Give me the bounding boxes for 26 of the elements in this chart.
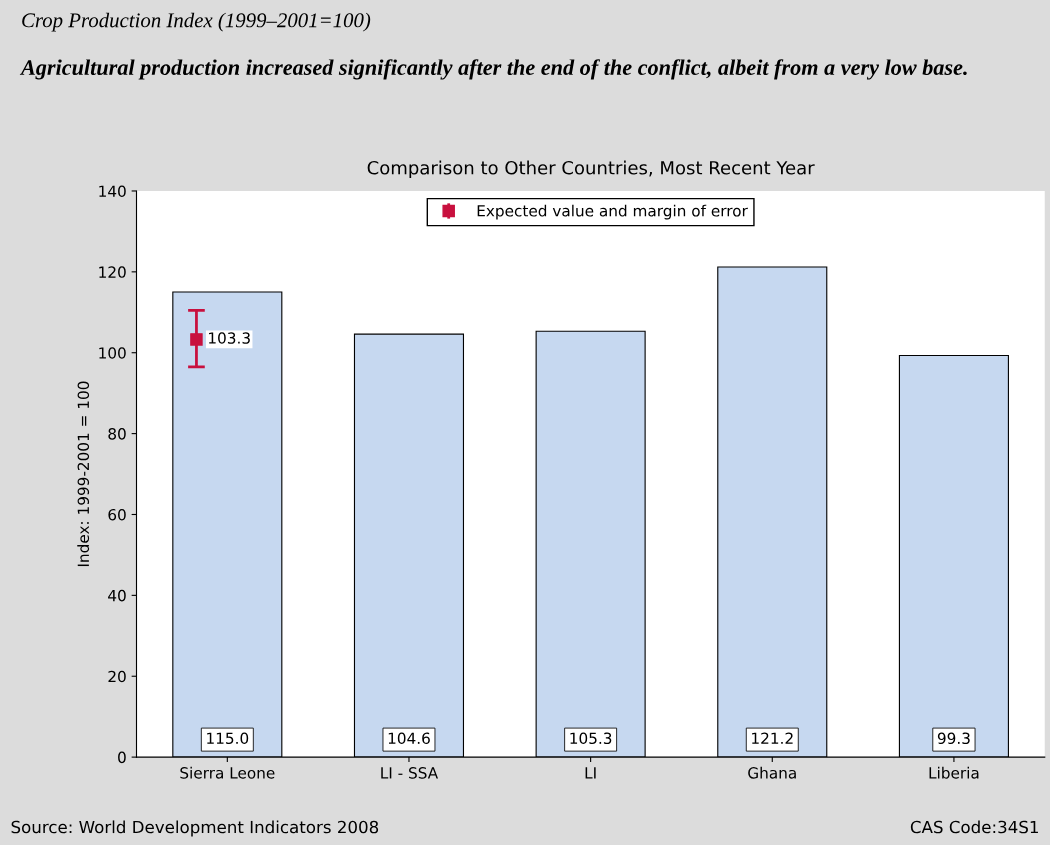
data-label: 103.3 <box>209 332 250 344</box>
y-tick-label: 20 <box>108 670 126 683</box>
y-tick-label: 100 <box>99 347 126 359</box>
data-label: 104.6 <box>388 732 430 745</box>
y-tick-label: 120 <box>99 266 126 278</box>
chart-title: Comparison to Other Countries, Most Recent Year <box>367 160 815 179</box>
data-label: 99.3 <box>937 732 970 745</box>
y-tick-label: 0 <box>118 751 126 764</box>
x-tick-label: LI <box>585 767 596 779</box>
source-note: Source: World Development Indicators 2008 <box>11 820 379 837</box>
data-label: 105.3 <box>570 732 612 745</box>
text: CAS Code:34S1 <box>910 820 1038 834</box>
y-tick-label: 140 <box>99 185 126 197</box>
data-label: 115.0 <box>207 732 249 745</box>
chart-subtitle: Agricultural production increased significantly after the end of the conflict, albeit from a very low base. <box>19 59 967 80</box>
x-tick-label: LI - SSA <box>381 767 439 779</box>
y-axis-title: Index: 1999-2001 = 100 <box>77 381 90 567</box>
x-tick-label: Ghana <box>748 766 796 779</box>
text: Crop Production Index (1999–2001=100) <box>22 12 371 32</box>
y-tick-label: 80 <box>108 428 126 440</box>
x-tick-label: Sierra Leone <box>180 766 275 779</box>
data-label: 121.2 <box>752 732 793 744</box>
y-tick-label: 40 <box>108 589 126 602</box>
y-tick-label: 60 <box>108 508 126 521</box>
x-tick-label: Liberia <box>929 766 979 779</box>
legend-label: Expected value and margin of error <box>477 204 748 220</box>
